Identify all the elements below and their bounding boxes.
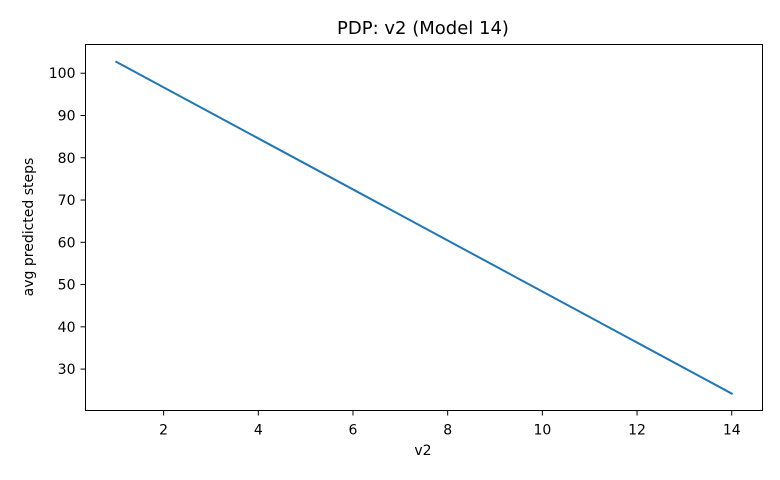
x-tick-label: 2 xyxy=(159,423,168,439)
plot-area: 2 4 6 8 10 12 14 30 40 50 60 70 80 90 100 xyxy=(49,44,763,439)
x-axis: 2 4 6 8 10 12 14 xyxy=(159,410,741,439)
x-tick-label: 8 xyxy=(443,423,452,439)
y-tick-label: 100 xyxy=(49,66,76,82)
series-group xyxy=(114,60,734,395)
x-tick-label: 4 xyxy=(254,423,263,439)
series-line xyxy=(114,60,734,395)
x-axis-label: v2 xyxy=(414,443,431,459)
y-axis-label: avg predicted steps xyxy=(21,158,37,297)
y-tick-label: 60 xyxy=(58,235,76,251)
y-tick-label: 30 xyxy=(58,362,76,378)
x-tick-label: 10 xyxy=(533,423,551,439)
y-tick-label: 90 xyxy=(58,109,76,125)
plot-frame xyxy=(85,44,763,411)
x-tick-label: 6 xyxy=(349,423,358,439)
y-tick-label: 70 xyxy=(58,193,76,209)
x-tick-label: 12 xyxy=(628,423,646,439)
chart-title: PDP: v2 (Model 14) xyxy=(337,18,509,39)
y-axis: 30 40 50 60 70 80 90 100 xyxy=(49,66,86,378)
y-tick-label: 50 xyxy=(58,278,76,294)
y-tick-label: 40 xyxy=(58,320,76,336)
x-tick-label: 14 xyxy=(723,423,741,439)
y-tick-label: 80 xyxy=(58,151,76,167)
